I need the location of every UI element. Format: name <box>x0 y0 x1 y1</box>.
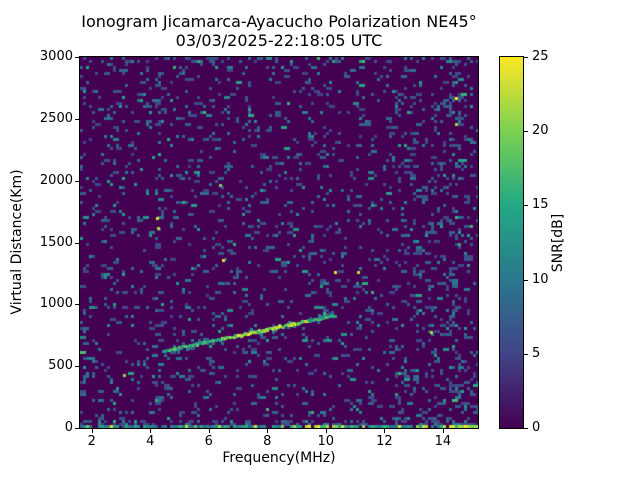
figure-title: Ionogram Jicamarca-Ayacucho Polarization… <box>81 12 477 31</box>
y-tick-mark <box>75 57 79 58</box>
colorbar-gradient <box>500 57 523 428</box>
x-tick-label: 2 <box>87 434 96 449</box>
x-tick-mark <box>91 429 93 433</box>
colorbar-tick-mark <box>524 279 528 281</box>
x-tick-label: 6 <box>204 434 213 449</box>
y-tick-mark <box>75 428 79 429</box>
colorbar-tick-label: 25 <box>532 49 549 64</box>
plot-area <box>79 56 479 429</box>
y-tick-label: 500 <box>48 358 73 374</box>
y-tick-label: 0 <box>64 420 73 435</box>
ionogram-heatmap-canvas <box>80 57 478 428</box>
colorbar-tick-label: 0 <box>532 420 541 435</box>
colorbar-label: SNR[dB] <box>550 213 566 273</box>
y-tick-label: 2500 <box>39 110 73 126</box>
colorbar-tick-label: 20 <box>532 123 549 139</box>
colorbar-tick-label: 5 <box>532 345 541 361</box>
x-tick-mark <box>208 429 210 433</box>
y-tick-mark <box>75 366 79 368</box>
colorbar-tick-mark <box>524 57 528 58</box>
colorbar-tick-label: 10 <box>532 271 549 287</box>
colorbar <box>499 56 524 429</box>
y-tick-label: 3000 <box>39 49 73 64</box>
figure-subtitle: 03/03/2025-22:18:05 UTC <box>175 31 383 50</box>
x-tick-mark <box>442 429 444 433</box>
colorbar-tick-mark <box>524 353 528 355</box>
colorbar-tick-label: 15 <box>532 197 549 213</box>
y-tick-mark <box>75 180 79 182</box>
x-tick-label: 4 <box>146 434 155 449</box>
colorbar-tick-mark <box>524 205 528 207</box>
colorbar-tick-mark <box>524 131 528 133</box>
y-tick-label: 1500 <box>39 234 73 250</box>
x-tick-mark <box>150 429 152 433</box>
y-tick-label: 1000 <box>39 296 73 312</box>
y-tick-mark <box>75 304 79 306</box>
x-tick-mark <box>267 429 269 433</box>
x-tick-label: 10 <box>317 434 335 449</box>
y-tick-label: 2000 <box>39 172 73 188</box>
x-tick-label: 14 <box>434 434 452 449</box>
x-tick-mark <box>384 429 386 433</box>
x-tick-label: 12 <box>376 434 393 449</box>
colorbar-tick-mark <box>524 428 528 429</box>
y-tick-mark <box>75 242 79 244</box>
x-axis-label: Frequency(MHz) <box>222 450 336 466</box>
x-tick-mark <box>325 429 327 433</box>
x-tick-label: 8 <box>263 434 272 449</box>
y-tick-mark <box>75 118 79 120</box>
